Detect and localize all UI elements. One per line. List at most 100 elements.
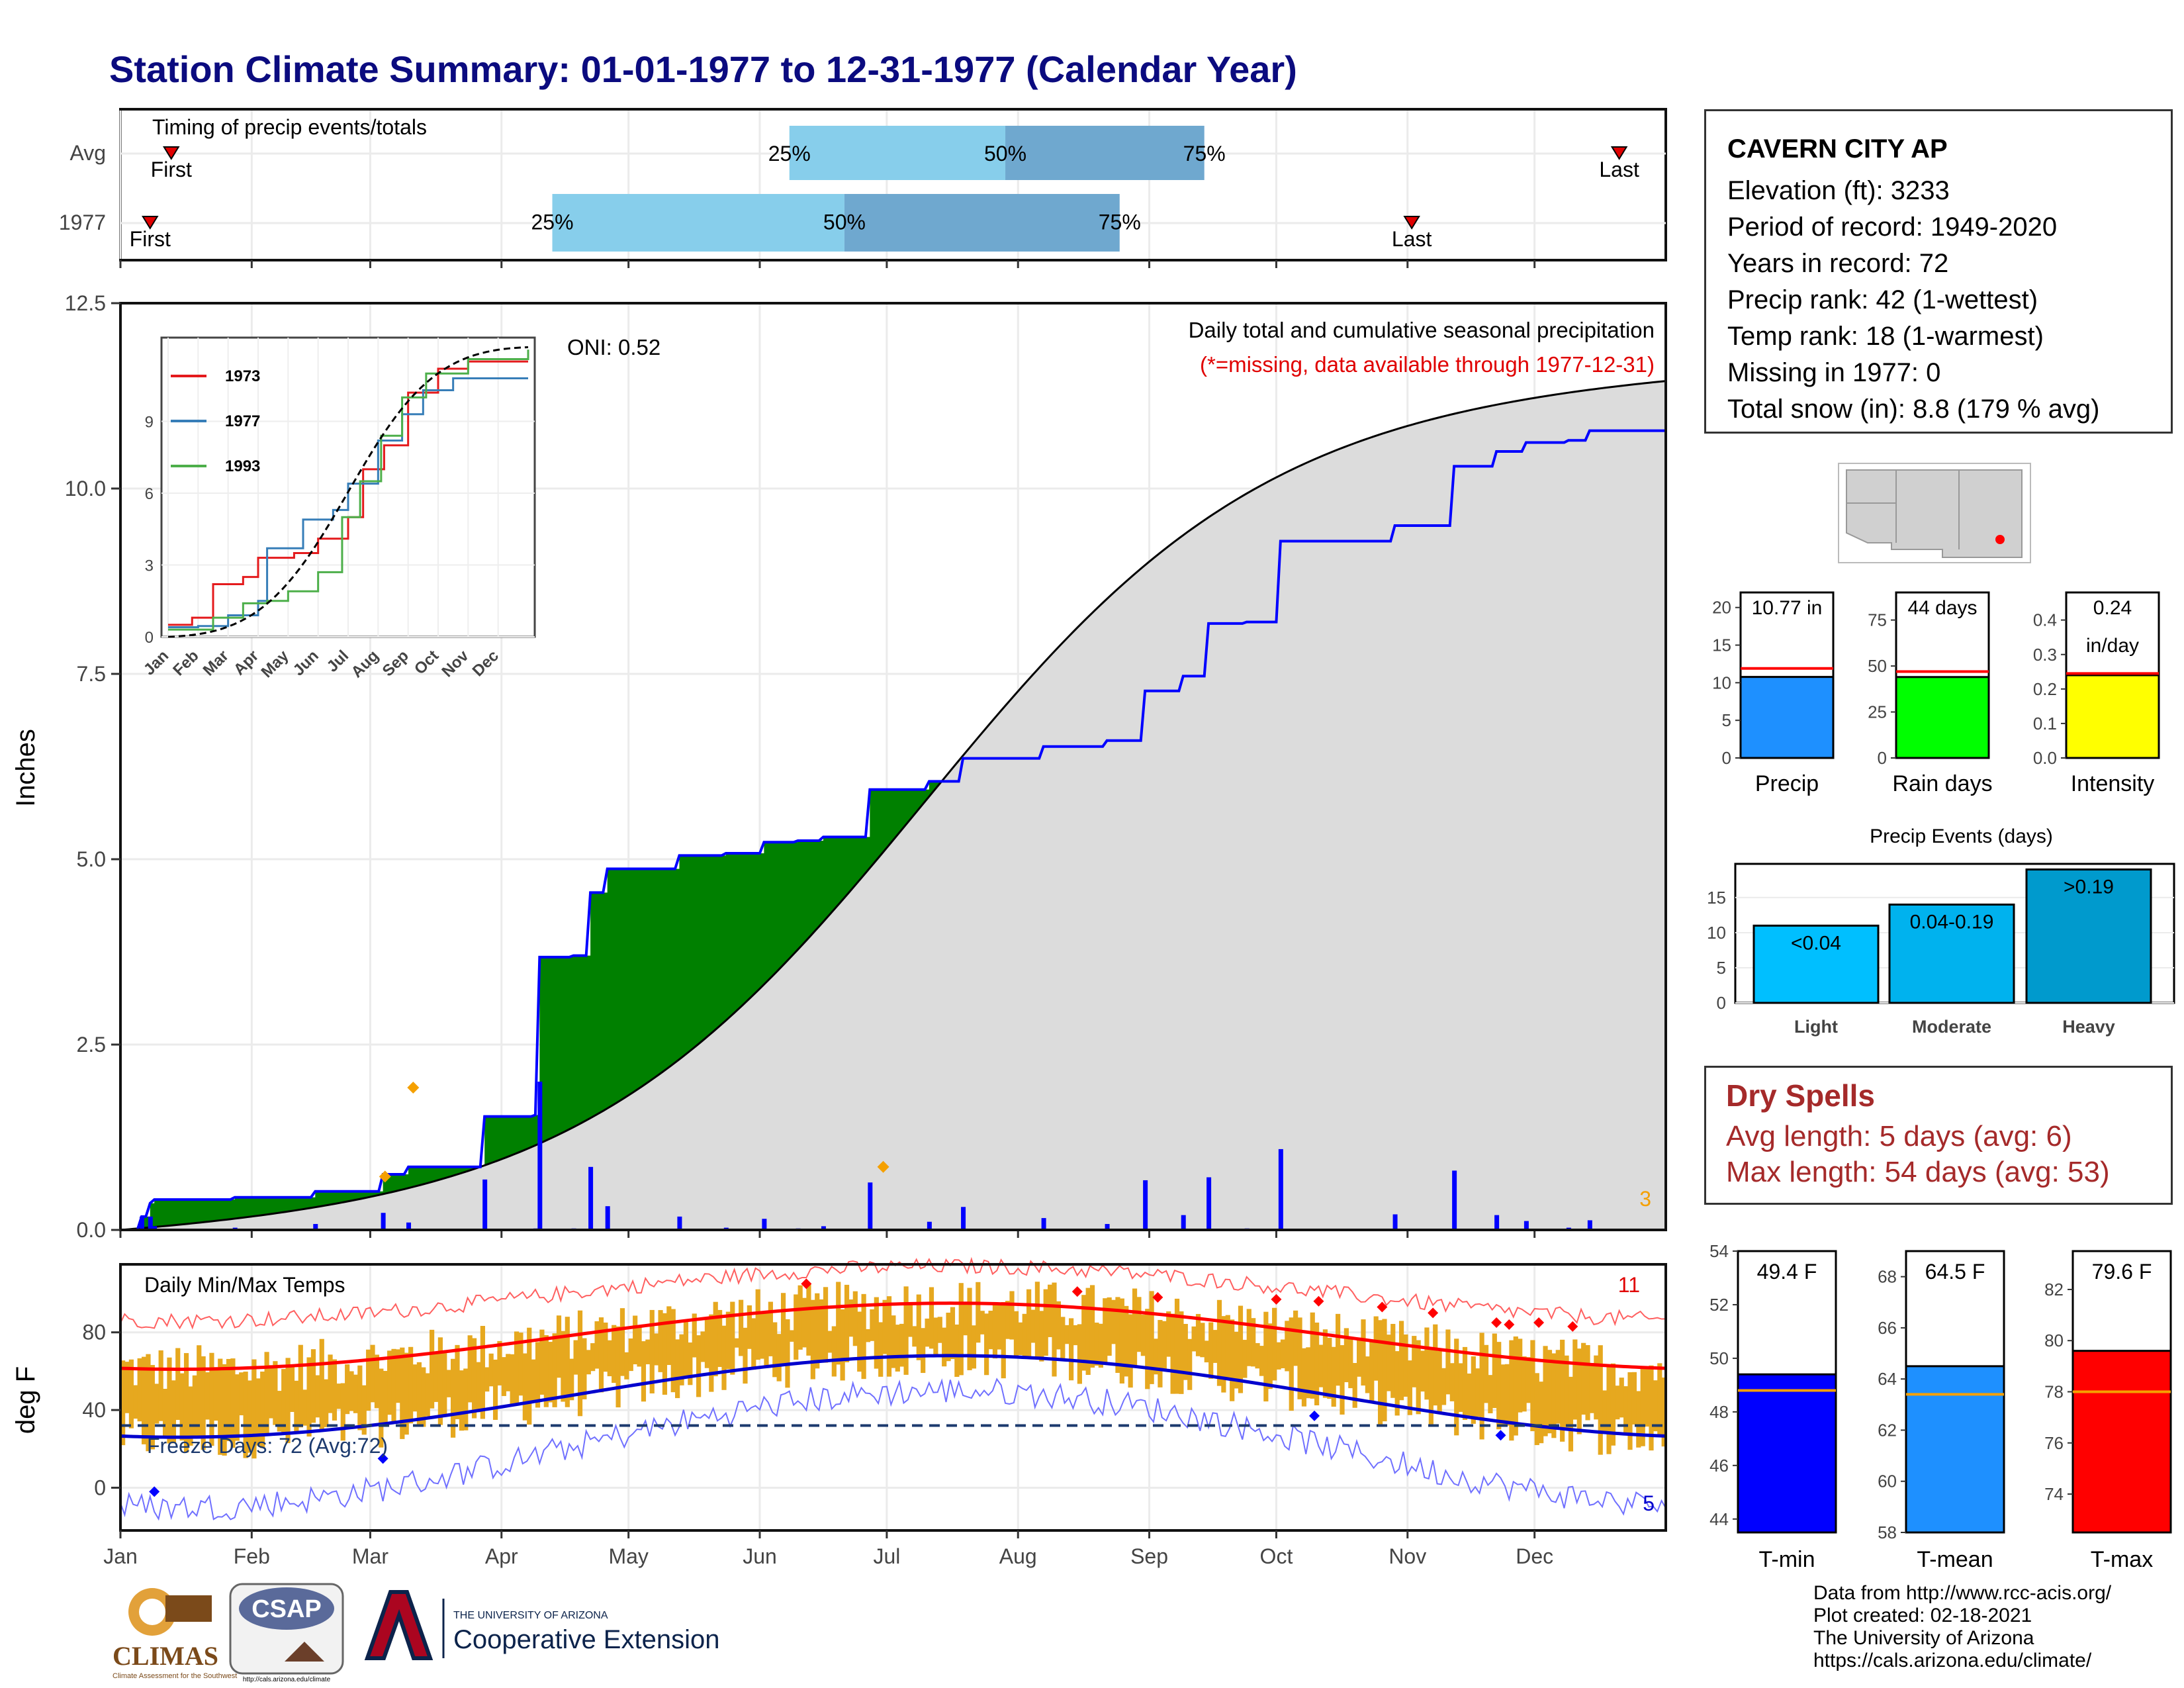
daily-temp-bar	[506, 1354, 511, 1391]
cumulative-diff-fill	[370, 1191, 375, 1197]
daily-temp-bar	[446, 1370, 451, 1397]
daily-temp-bar	[1348, 1337, 1353, 1389]
daily-temp-bar	[675, 1339, 680, 1399]
daily-temp-bar	[709, 1314, 714, 1392]
cumulative-diff-fill	[171, 1199, 176, 1226]
daily-temp-bar	[1001, 1302, 1006, 1379]
inset-legend-label: 1977	[225, 412, 260, 430]
events-category: Moderate	[1912, 1017, 1991, 1037]
cumulative-diff-fill	[886, 789, 891, 848]
mini-bar-value	[1739, 676, 1835, 759]
daily-temp-bar	[302, 1389, 308, 1426]
daily-temp-bar	[921, 1328, 926, 1374]
timing-p50-label: 50%	[984, 142, 1026, 165]
daily-temp-bar	[379, 1368, 384, 1448]
cumulative-diff-fill	[391, 1174, 396, 1192]
cumulative-diff-fill	[747, 853, 752, 1002]
cumulative-diff-fill	[548, 957, 553, 1140]
daily-temp-bar	[1056, 1301, 1061, 1350]
cumulative-diff-fill	[907, 789, 913, 823]
daily-precip-bar	[406, 1222, 412, 1230]
daily-temp-bar	[1161, 1321, 1167, 1372]
cumulative-diff-fill	[226, 1199, 231, 1220]
daily-temp-bar	[615, 1326, 621, 1408]
daily-temp-bar	[1602, 1390, 1608, 1434]
cumulative-diff-fill	[751, 853, 756, 997]
daily-temp-bar	[1343, 1328, 1349, 1383]
cumulative-diff-fill	[836, 837, 841, 908]
normal-cumulative-area	[120, 379, 1667, 1231]
cumulative-diff-fill	[764, 842, 769, 985]
daily-temp-bar	[789, 1330, 794, 1342]
daily-temp-bar	[730, 1301, 735, 1375]
cumulative-diff-fill	[619, 868, 625, 1101]
record-high-marker	[1533, 1317, 1545, 1329]
daily-temp-bar	[1636, 1391, 1641, 1448]
daily-temp-bar	[1048, 1284, 1053, 1337]
daily-temp-bar	[624, 1352, 629, 1380]
station-name: CAVERN CITY AP	[1727, 134, 1948, 164]
daily-temp-bar	[247, 1380, 253, 1453]
daily-temp-bar	[310, 1349, 316, 1423]
daily-temp-bar	[840, 1309, 845, 1381]
daily-temp-bar	[1352, 1362, 1357, 1408]
timing-p75-label: 75%	[1183, 142, 1226, 165]
csap-logo[interactable]: CSAP http://cals.arizona.edu/climate	[229, 1583, 344, 1683]
temp-bar-tick: 62	[1878, 1420, 1897, 1440]
freeze-days: Freeze Days: 72 (Avg:72)	[147, 1434, 388, 1458]
daily-temp-bar	[565, 1317, 570, 1407]
daily-temp-bar	[1039, 1311, 1044, 1362]
daily-temp-bar	[815, 1293, 820, 1369]
timing-p75-label: 75%	[1099, 211, 1141, 234]
temp-bar-tick: 66	[1878, 1318, 1897, 1338]
cumulative-diff-fill	[349, 1191, 354, 1201]
timing-row-avg-label: Avg	[69, 141, 106, 165]
daily-temp-bar	[1509, 1340, 1514, 1441]
cumulative-diff-fill	[324, 1191, 329, 1206]
daily-temp-bar	[776, 1334, 782, 1382]
cumulative-diff-fill	[603, 892, 608, 1111]
events-category: Light	[1794, 1017, 1838, 1037]
cumulative-diff-fill	[192, 1199, 197, 1224]
daily-temp-bar	[471, 1338, 477, 1419]
station-missing: Missing in 1977: 0	[1727, 358, 1941, 387]
daily-temp-bar	[1085, 1288, 1091, 1376]
mini-bar-value	[2065, 674, 2160, 759]
cumulative-diff-fill	[739, 853, 743, 1009]
daily-temp-bar	[234, 1374, 240, 1441]
ua-logo[interactable]: THE UNIVERSITY OF ARIZONA Cooperative Ex…	[364, 1590, 719, 1660]
daily-temp-bar	[1153, 1338, 1159, 1375]
daily-temp-bar	[801, 1297, 807, 1348]
cumulative-diff-fill	[801, 841, 807, 945]
footer-source: Data from http://www.rcc-acis.org/	[1813, 1582, 2112, 1604]
daily-temp-bar	[1089, 1285, 1095, 1368]
daily-temp-bar	[158, 1350, 163, 1421]
daily-temp-bar	[1645, 1367, 1650, 1427]
daily-temp-bar	[1462, 1346, 1468, 1421]
daily-temp-bar	[192, 1375, 197, 1437]
climas-logo[interactable]: CLIMAS Climate Assessment for the Southw…	[113, 1588, 237, 1680]
cumulative-diff-fill	[488, 1116, 494, 1164]
daily-temp-bar	[1230, 1319, 1235, 1401]
temp-y-tick: 80	[82, 1321, 106, 1344]
page-title: Station Climate Summary: 01-01-1977 to 1…	[109, 48, 1297, 90]
daily-temp-bar	[1043, 1289, 1048, 1356]
daily-temp-bar	[912, 1326, 917, 1347]
cumulative-diff-fill	[421, 1166, 426, 1185]
daily-temp-bar	[124, 1362, 130, 1413]
daily-temp-bar	[1030, 1309, 1036, 1343]
daily-precip-bar	[927, 1221, 932, 1230]
daily-temp-bar	[1386, 1335, 1391, 1391]
mini-bar-tick: 20	[1712, 598, 1731, 618]
cumulative-diff-fill	[425, 1166, 430, 1184]
events-bar	[2025, 868, 2152, 1004]
daily-temp-bar	[1594, 1355, 1599, 1420]
month-label: May	[608, 1544, 648, 1568]
temp-bar-tick: 50	[1709, 1348, 1729, 1368]
cumulative-diff-fill	[852, 837, 858, 888]
daily-temp-bar	[1119, 1298, 1124, 1383]
daily-temp-bar	[582, 1338, 587, 1399]
record-low-marker	[149, 1486, 160, 1497]
daily-temp-bar	[1377, 1320, 1383, 1426]
events-bar-label: <0.04	[1791, 932, 1841, 954]
